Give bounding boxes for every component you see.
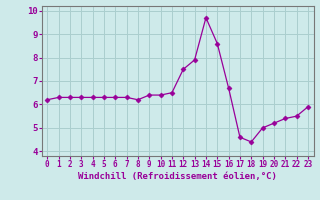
X-axis label: Windchill (Refroidissement éolien,°C): Windchill (Refroidissement éolien,°C) [78, 172, 277, 181]
